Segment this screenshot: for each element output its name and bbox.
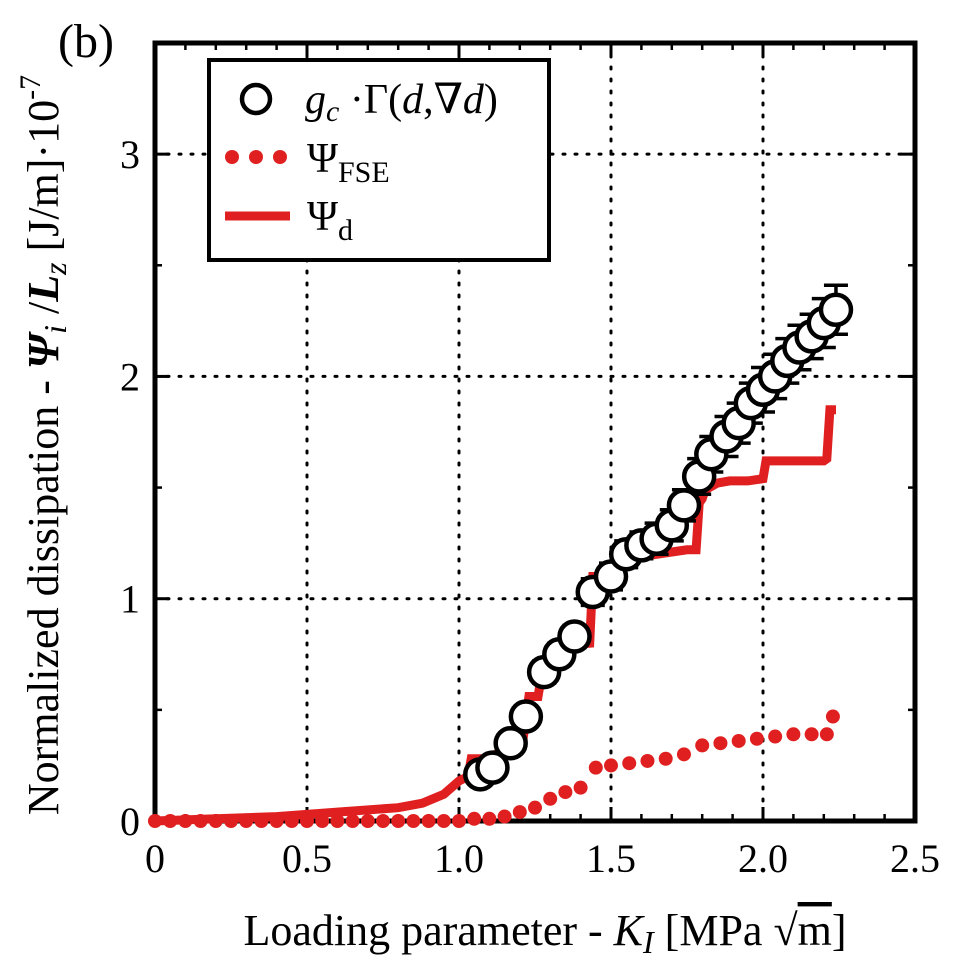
fse-point [604, 758, 618, 773]
gc-point [508, 699, 544, 734]
y-tick-label: 3 [120, 132, 140, 177]
fse-point [391, 814, 406, 828]
legend-label-gc: gc ·Γ(d,∇d) [305, 77, 498, 128]
fse-point [588, 760, 603, 775]
x-axis-label: Loading parameter - KI [MPa √m] [244, 906, 847, 960]
legend-marker-circle [239, 82, 273, 116]
x-tick-label: 2.0 [738, 836, 788, 881]
y-tick-label: 2 [120, 354, 140, 399]
gc-point [818, 292, 854, 327]
fse-point [658, 751, 673, 766]
series-gc-gamma [463, 283, 854, 792]
fse-point [376, 814, 390, 828]
y-tick-labels: 0 1 2 3 [120, 132, 140, 844]
fse-point [819, 727, 834, 742]
legend: gc ·Γ(d,∇d) ΨFSE Ψd [207, 58, 551, 262]
fse-point [406, 814, 421, 828]
fse-point [731, 733, 746, 748]
fse-point [713, 736, 728, 751]
x-tick-label: 2.5 [890, 836, 940, 881]
y-axis-label: Normalized dissipation - Ψi /Lz [J/m]·10… [14, 75, 73, 815]
fse-point [622, 756, 637, 771]
legend-marker-dots [225, 150, 287, 164]
grid-lines [153, 41, 917, 823]
x-tick-label: 1.5 [586, 836, 636, 881]
fse-point [768, 729, 783, 744]
legend-label-psi-d: Ψd [307, 194, 353, 247]
y-tick-label: 0 [120, 799, 140, 844]
legend-label-psi-fse: ΨFSE [307, 136, 390, 189]
fse-point [573, 780, 588, 795]
x-tick-label: 0 [145, 836, 165, 881]
series-psi-d [154, 405, 836, 826]
psi-d-line [154, 405, 836, 826]
gc-point [493, 725, 528, 761]
fse-point [482, 811, 497, 826]
fse-point [640, 753, 655, 768]
fse-point [786, 727, 801, 742]
gc-point [475, 750, 510, 785]
fse-point [345, 814, 360, 828]
fse-point [467, 811, 482, 826]
gc-point [666, 488, 702, 523]
fse-point [528, 800, 542, 815]
fse-point [695, 738, 710, 753]
x-tick-labels: 0 0.5 1.0 1.5 2.0 2.5 [145, 836, 940, 881]
x-tick-label: 0.5 [282, 836, 332, 881]
y-tick-label: 1 [120, 577, 140, 622]
panel-label: (b) [58, 15, 114, 68]
fse-point [676, 747, 691, 762]
gc-point [557, 619, 592, 654]
fse-point [804, 727, 819, 742]
fse-point [452, 814, 466, 828]
fse-point [360, 814, 375, 828]
x-tick-label: 1.0 [434, 836, 484, 881]
fse-point [512, 805, 527, 820]
fse-point [421, 814, 436, 828]
fse-point [825, 709, 840, 724]
fse-point [558, 785, 573, 800]
fse-point [330, 814, 345, 828]
plot-area-frame [152, 40, 918, 824]
fse-point [543, 791, 558, 806]
fse-point [749, 731, 764, 746]
fse-point [436, 814, 451, 828]
fse-point [497, 809, 512, 824]
